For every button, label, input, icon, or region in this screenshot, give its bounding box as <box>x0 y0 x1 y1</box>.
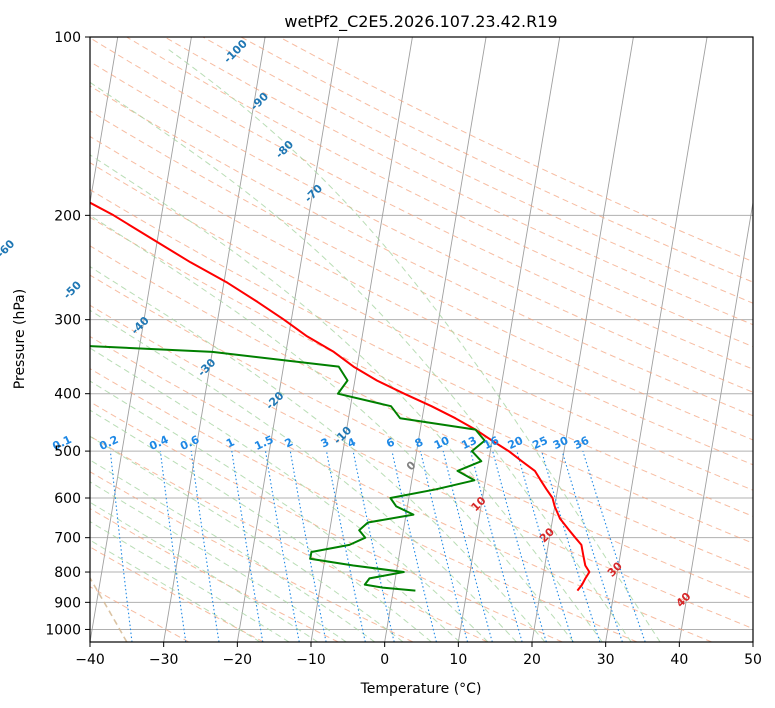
y-tick-label: 600 <box>54 491 81 507</box>
moist-adiabat-line <box>168 49 661 642</box>
dry-adiabat-line <box>164 37 753 326</box>
mixing-ratio-label: 30 <box>551 434 571 452</box>
isotherm-line <box>384 37 487 642</box>
isotherm-line <box>678 199 753 642</box>
moist-adiabat-line <box>90 266 546 642</box>
moist-adiabat-line <box>90 309 517 642</box>
isotherm-line <box>163 37 266 642</box>
dry-adiabat-line <box>90 189 753 517</box>
mixing-ratio-label: 16 <box>482 434 502 452</box>
y-tick-label: 500 <box>54 444 81 460</box>
dry-adiabat-line <box>90 274 753 600</box>
x-tick-label: −20 <box>223 652 253 668</box>
x-tick-label: 0 <box>380 652 389 668</box>
dry-adiabat-line <box>90 85 753 417</box>
chart-title: wetPf2_C2E5.2026.107.23.42.R19 <box>284 12 557 32</box>
mixing-ratio-label: 20 <box>506 434 526 452</box>
moist-adiabat-line <box>90 459 376 642</box>
y-tick-label: 400 <box>54 387 81 403</box>
mixing-ratio-line <box>159 451 187 642</box>
dry-adiabat-line <box>90 435 488 642</box>
dry-adiabat-line <box>90 216 753 544</box>
x-tick-label: −40 <box>75 652 105 668</box>
x-tick-label: 30 <box>597 652 615 668</box>
moist-adiabat-line <box>90 347 489 642</box>
sounding-profiles <box>90 201 591 592</box>
moist-adiabat-line <box>90 435 404 642</box>
dry-adiabat-line <box>126 37 753 348</box>
mixing-ratio-label: 13 <box>459 434 478 452</box>
plot-frame <box>89 36 754 643</box>
y-tick-label: 100 <box>54 30 81 46</box>
x-axis-title: Temperature (°C) <box>360 681 482 697</box>
dry-adiabat-line <box>90 508 339 642</box>
mixing-ratio-label: 25 <box>530 434 549 452</box>
moist-adiabat-line <box>90 539 261 642</box>
mixing-ratio-line <box>492 450 547 642</box>
x-tick-label: 40 <box>670 652 688 668</box>
mixing-ratio-line <box>190 451 220 642</box>
temperature-profile <box>90 201 591 592</box>
mixing-ratio-line <box>325 450 366 642</box>
mixing-ratio-line <box>289 451 327 642</box>
moist-adiabat-line <box>90 409 432 642</box>
dry-adiabat-line <box>90 304 753 630</box>
isotherm-line <box>90 37 119 206</box>
isotherm-line <box>236 37 340 642</box>
dry-adiabat-line <box>90 401 563 642</box>
moist-adiabat-line <box>90 481 347 642</box>
mixing-ratio-line <box>541 450 601 642</box>
dry-adiabat-line <box>90 368 638 642</box>
mixing-ratio-line <box>419 450 469 642</box>
y-tick-label: 1000 <box>45 622 81 638</box>
isotherm-line <box>531 37 634 642</box>
y-tick-label: 200 <box>54 208 81 224</box>
mixing-ratio-line <box>109 451 133 642</box>
axes: −40 −30 −20 −10 0 10 20 30 40 50 100 200 300 400 500 60… <box>45 30 762 668</box>
moist-adiabat-line <box>90 154 603 642</box>
thermodynamic-lines <box>90 37 753 642</box>
dry-adiabat-line <box>90 162 753 491</box>
dry-adiabat-line <box>90 61 753 393</box>
mixing-ratio-line <box>391 450 437 642</box>
y-axis-title: Pressure (hPa) <box>12 289 28 389</box>
mixing-ratio-line <box>516 450 574 642</box>
isotherm-label: -50 <box>61 278 84 301</box>
y-tick-label: 300 <box>54 313 81 329</box>
mixing-ratio-line <box>582 450 646 642</box>
x-tick-label: 10 <box>449 652 467 668</box>
isotherm-label: -60 <box>0 237 18 260</box>
pressure-gridlines <box>90 37 753 630</box>
moist-adiabat-line <box>90 81 632 642</box>
mixing-ratio-label: 10 <box>432 434 452 452</box>
mixing-ratio-line <box>561 450 623 642</box>
x-tick-label: −30 <box>149 652 179 668</box>
dewpoint-profile <box>90 345 486 592</box>
y-tick-label: 700 <box>54 531 81 547</box>
x-tick-label: −10 <box>296 652 326 668</box>
mixing-ratio-line <box>470 450 523 642</box>
isotherm-line <box>752 639 753 642</box>
y-tick-label: 800 <box>54 565 81 581</box>
isotherm-line <box>90 37 192 642</box>
x-tick-label: 50 <box>744 652 762 668</box>
mixing-ratio-label: 36 <box>572 434 592 452</box>
y-tick-label: 900 <box>54 595 81 611</box>
mixing-ratio-line <box>352 450 395 642</box>
isotherm-line <box>605 37 708 642</box>
dry-adiabat-line <box>90 245 753 572</box>
moist-adiabat-line <box>90 380 461 642</box>
mixing-ratio-line <box>442 450 493 642</box>
dry-adiabat-line <box>90 471 414 642</box>
dry-adiabat-line <box>240 37 753 283</box>
plot-background <box>90 37 753 642</box>
x-tick-label: 20 <box>523 652 541 668</box>
isotherm-line <box>457 37 561 642</box>
